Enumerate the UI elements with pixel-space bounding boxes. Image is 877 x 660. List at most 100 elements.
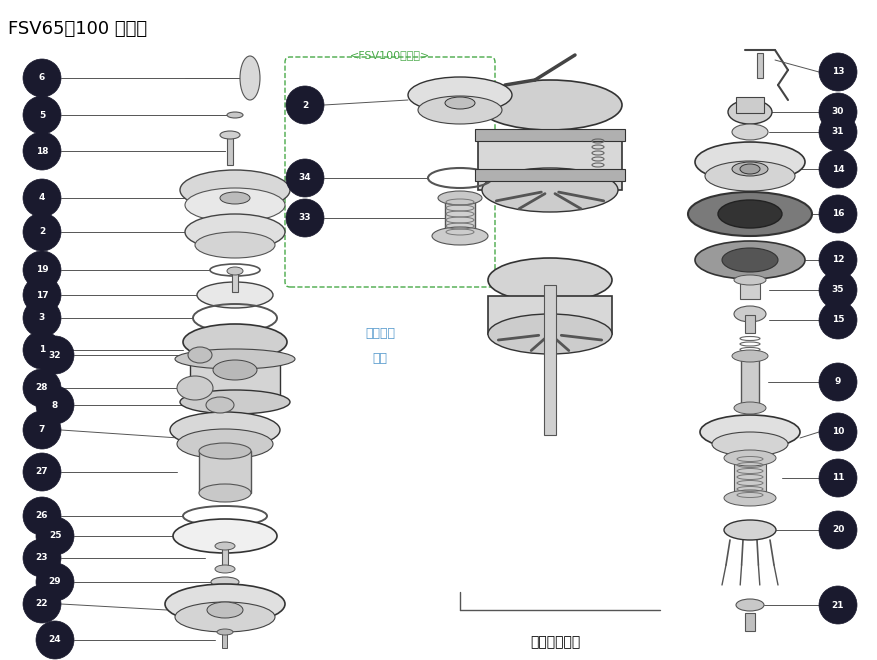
Circle shape (23, 497, 61, 535)
Text: 2: 2 (39, 228, 45, 236)
Text: 30: 30 (831, 108, 845, 117)
Ellipse shape (227, 267, 243, 275)
Text: <FSV100の場合>: <FSV100の場合> (350, 50, 430, 60)
Text: 3: 3 (39, 314, 45, 323)
Ellipse shape (740, 164, 760, 174)
Ellipse shape (408, 77, 512, 113)
Text: 20: 20 (831, 525, 845, 535)
Text: 24: 24 (49, 636, 61, 645)
Text: 19: 19 (36, 265, 48, 275)
Ellipse shape (177, 376, 213, 400)
Text: ピストン一式: ピストン一式 (530, 635, 580, 649)
Bar (544, 285, 556, 435)
Circle shape (36, 386, 74, 424)
Text: 33: 33 (299, 213, 311, 222)
Bar (488, 296, 612, 334)
Ellipse shape (177, 429, 273, 459)
Ellipse shape (478, 80, 622, 130)
Circle shape (819, 113, 857, 151)
Text: 5: 5 (39, 110, 45, 119)
Circle shape (819, 511, 857, 549)
Text: 28: 28 (36, 383, 48, 393)
Ellipse shape (206, 397, 234, 413)
Text: FSV65～100 分解図: FSV65～100 分解図 (8, 20, 147, 38)
Text: 21: 21 (831, 601, 845, 609)
Ellipse shape (732, 162, 768, 176)
Ellipse shape (215, 565, 235, 573)
Circle shape (819, 586, 857, 624)
Circle shape (819, 241, 857, 279)
Text: 一式: 一式 (373, 352, 388, 365)
Circle shape (23, 453, 61, 491)
Circle shape (36, 621, 74, 659)
Ellipse shape (688, 192, 812, 236)
Ellipse shape (732, 124, 768, 140)
Ellipse shape (736, 599, 764, 611)
Text: 7: 7 (39, 426, 46, 434)
Ellipse shape (165, 584, 285, 624)
Bar (478, 130, 622, 190)
Bar (222, 547, 228, 569)
Ellipse shape (418, 96, 502, 124)
Text: 6: 6 (39, 73, 45, 82)
Ellipse shape (183, 324, 287, 360)
Ellipse shape (438, 191, 482, 205)
Ellipse shape (180, 170, 290, 210)
Text: 15: 15 (831, 315, 845, 325)
Text: ピストン: ピストン (365, 327, 395, 340)
Bar (741, 357, 759, 407)
Text: 12: 12 (831, 255, 845, 265)
Ellipse shape (695, 142, 805, 182)
Ellipse shape (240, 56, 260, 100)
Bar (223, 632, 227, 647)
Ellipse shape (724, 490, 776, 506)
Text: 10: 10 (831, 428, 845, 436)
Ellipse shape (482, 168, 618, 212)
Ellipse shape (185, 214, 285, 250)
Circle shape (23, 96, 61, 134)
Text: 22: 22 (36, 599, 48, 609)
Circle shape (23, 251, 61, 289)
Ellipse shape (724, 520, 776, 540)
Ellipse shape (215, 542, 235, 550)
Ellipse shape (197, 282, 273, 308)
Ellipse shape (211, 577, 239, 587)
Ellipse shape (195, 232, 275, 258)
Text: 14: 14 (831, 164, 845, 174)
Circle shape (23, 276, 61, 314)
Text: 23: 23 (36, 554, 48, 562)
Ellipse shape (220, 131, 240, 139)
Ellipse shape (445, 97, 475, 109)
Ellipse shape (213, 360, 257, 380)
Circle shape (23, 411, 61, 449)
Ellipse shape (722, 248, 778, 272)
Circle shape (23, 132, 61, 170)
Ellipse shape (700, 415, 800, 449)
Circle shape (819, 271, 857, 309)
Circle shape (819, 413, 857, 451)
Text: 27: 27 (36, 467, 48, 477)
Ellipse shape (724, 450, 776, 466)
Circle shape (819, 195, 857, 233)
Bar (445, 199, 475, 237)
Ellipse shape (718, 200, 782, 228)
Ellipse shape (488, 258, 612, 302)
Circle shape (23, 539, 61, 577)
Ellipse shape (220, 192, 250, 204)
Ellipse shape (175, 349, 295, 369)
Ellipse shape (695, 241, 805, 279)
Text: 25: 25 (49, 531, 61, 541)
Bar (232, 272, 238, 292)
Circle shape (36, 336, 74, 374)
Bar (199, 451, 251, 493)
Circle shape (819, 363, 857, 401)
Bar (227, 137, 233, 165)
Circle shape (819, 301, 857, 339)
Text: 18: 18 (36, 147, 48, 156)
Text: 17: 17 (36, 290, 48, 300)
Ellipse shape (728, 100, 772, 124)
Text: 8: 8 (52, 401, 58, 409)
Circle shape (286, 159, 324, 197)
Ellipse shape (180, 390, 290, 414)
Ellipse shape (185, 188, 285, 222)
